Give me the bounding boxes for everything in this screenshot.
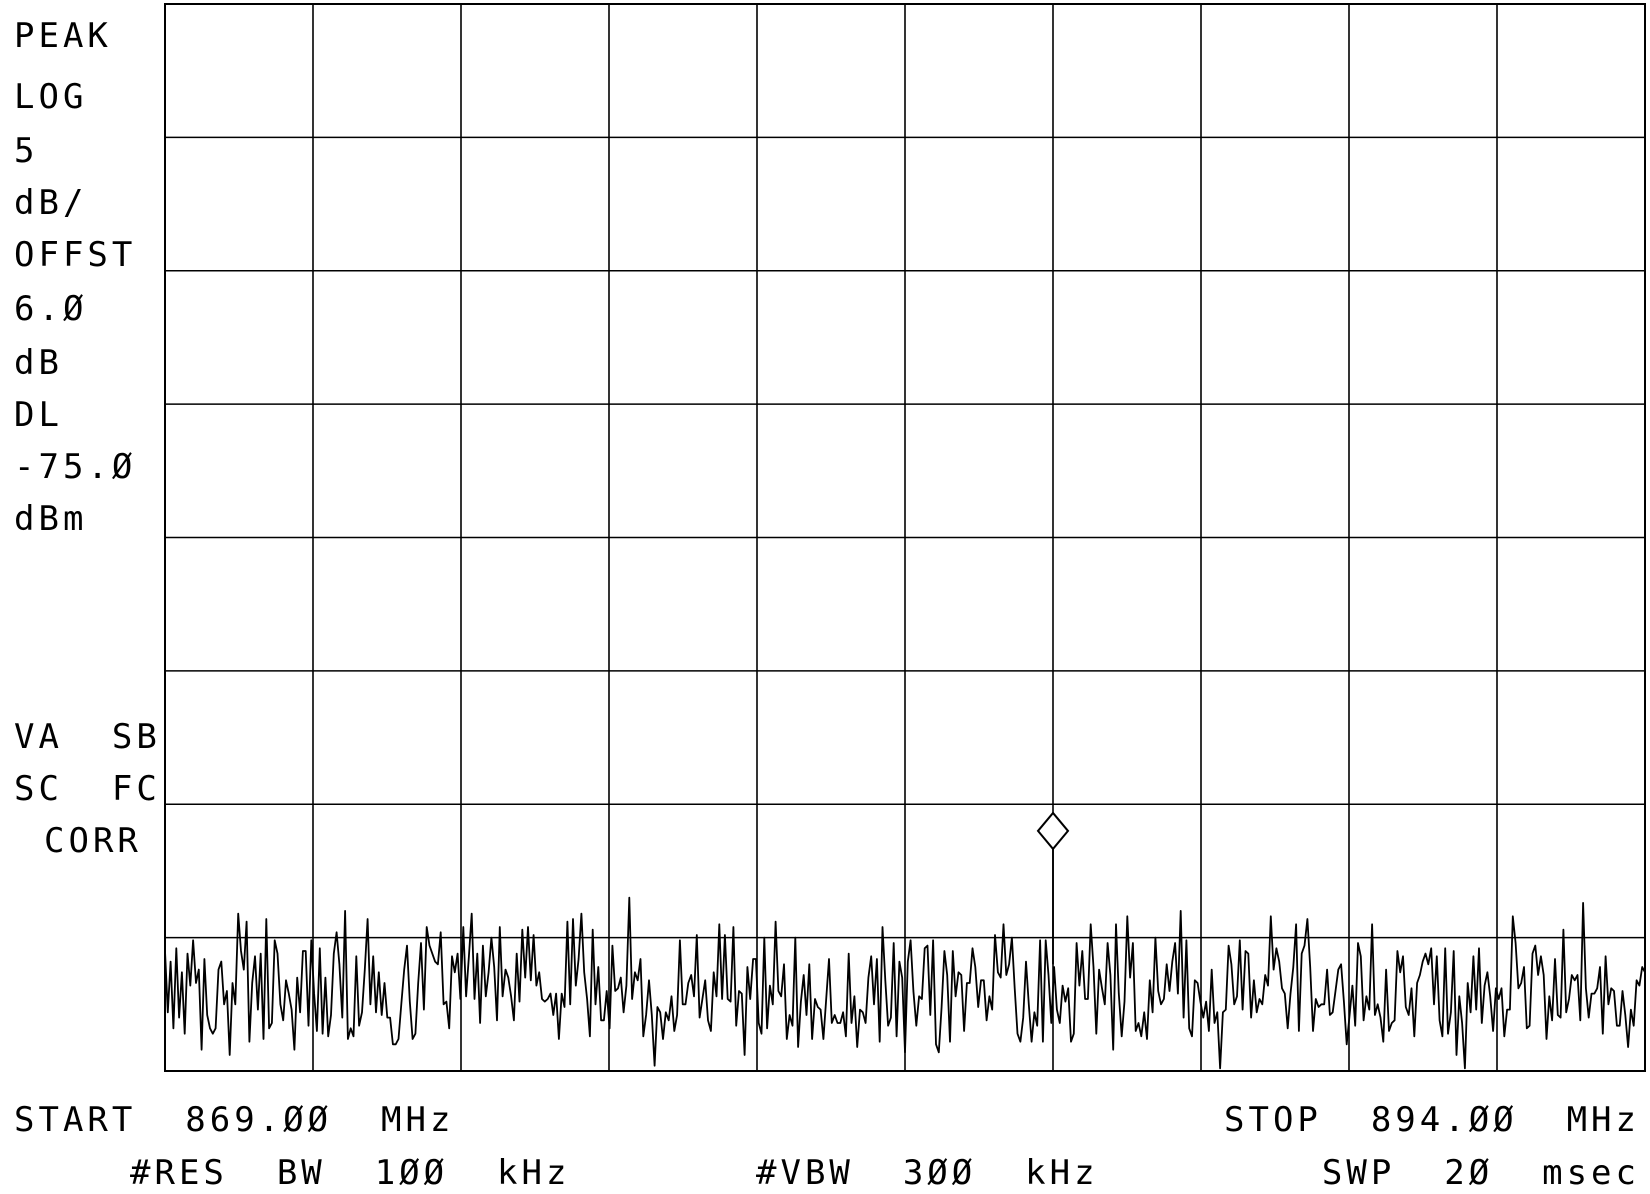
video-bandwidth: #VBW 3ØØ kHz — [756, 1153, 1099, 1193]
display-line-unit: dBm — [14, 499, 88, 539]
scale-value: 5 — [14, 131, 39, 171]
scale-unit: dB/ — [14, 183, 88, 223]
spectrum-trace — [164, 896, 1646, 1070]
sweep-time: SWP 2Ø msec — [1321, 1153, 1640, 1193]
detector-mode: PEAK — [14, 16, 112, 56]
trace-marks — [164, 811, 1646, 1070]
display-line-value: -75.Ø — [14, 447, 137, 487]
status-flags-3: CORR — [44, 821, 142, 861]
stop-frequency: STOP 894.ØØ MHz — [1224, 1100, 1640, 1140]
status-flags-1: VA SB — [14, 717, 161, 757]
marker-diamond — [1036, 811, 1070, 851]
offset-label: OFFST — [14, 235, 137, 275]
offset-value: 6.Ø — [14, 289, 88, 329]
grid-lines — [165, 4, 1645, 1071]
display-line-label: DL — [14, 395, 63, 435]
scale-mode: LOG — [14, 77, 88, 117]
status-flags-2: SC FC — [14, 769, 161, 809]
offset-unit: dB — [14, 343, 63, 383]
start-frequency: START 869.ØØ MHz — [14, 1100, 455, 1140]
resolution-bandwidth: #RES BW 1ØØ kHz — [130, 1153, 571, 1193]
